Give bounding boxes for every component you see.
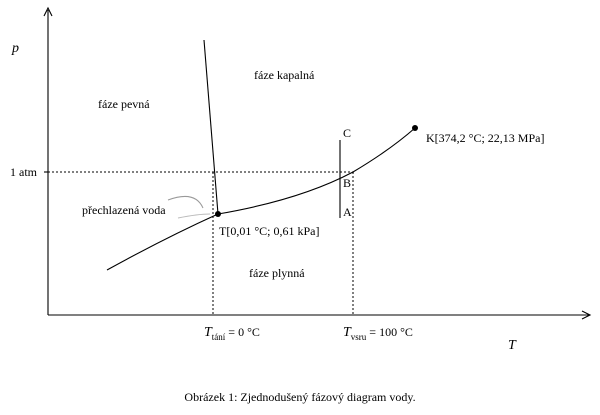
rest: = 0 °C bbox=[228, 325, 260, 339]
annotation-arrow bbox=[167, 195, 204, 209]
annotation-curve bbox=[177, 213, 211, 219]
symbol: T bbox=[204, 325, 213, 340]
y-tick-label: 1 atm bbox=[10, 165, 38, 179]
vaporization-curve bbox=[217, 127, 416, 215]
point-label: B bbox=[343, 176, 351, 190]
point-label: A bbox=[343, 205, 352, 219]
region-label: fáze pevná bbox=[98, 97, 150, 111]
y-label: p bbox=[11, 41, 19, 56]
caption: Obrázek 1: Zjednodušený fázový diagram v… bbox=[184, 390, 415, 404]
region-label: fáze kapalná bbox=[254, 68, 315, 82]
x-tick-label: Ttání = 0 °C bbox=[204, 325, 260, 342]
region-label: fáze plynná bbox=[249, 266, 305, 280]
sublimation-curve bbox=[106, 213, 219, 271]
fusion-curve bbox=[203, 39, 219, 215]
x-label: T bbox=[508, 338, 517, 353]
subscript: tání bbox=[212, 332, 226, 342]
symbol: T bbox=[343, 325, 352, 340]
x-arrow bbox=[581, 310, 592, 320]
critical-label: K[374,2 °C; 22,13 MPa] bbox=[426, 131, 544, 145]
critical-point bbox=[412, 125, 418, 131]
annotation: přechlazená voda bbox=[82, 203, 166, 217]
triple-point bbox=[215, 211, 221, 217]
y-arrow bbox=[43, 6, 53, 17]
point-label: C bbox=[343, 126, 351, 140]
rest: = 100 °C bbox=[369, 325, 413, 339]
triple-label: T[0,01 °C; 0,61 kPa] bbox=[219, 224, 319, 238]
subscript: vsru bbox=[351, 332, 367, 342]
x-tick-label: Tvsru = 100 °C bbox=[343, 325, 413, 342]
